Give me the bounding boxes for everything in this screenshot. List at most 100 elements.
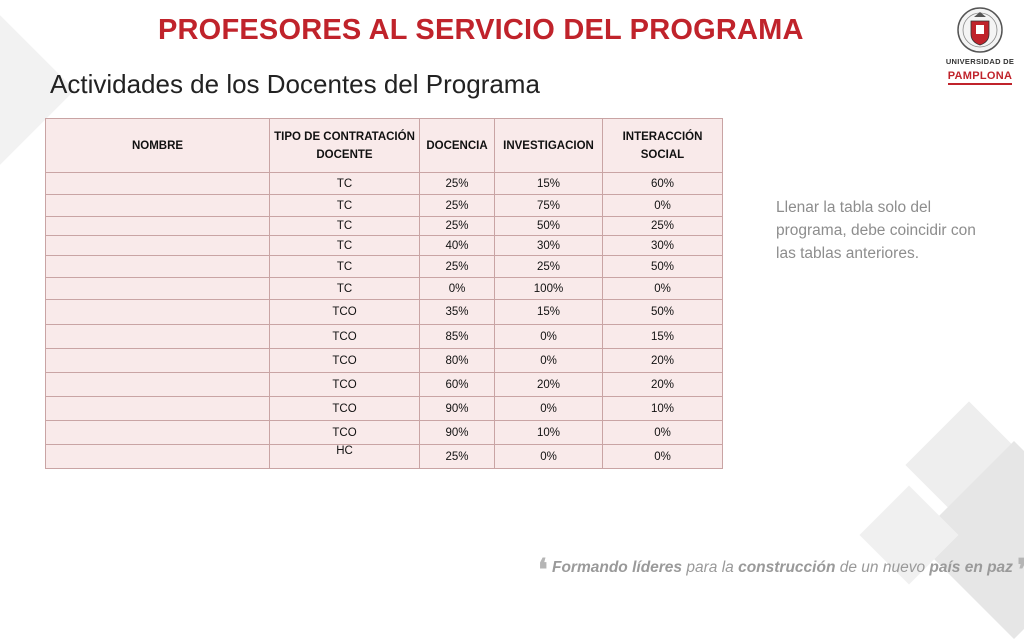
table-cell: TC bbox=[269, 277, 420, 300]
table-cell: 30% bbox=[494, 235, 603, 256]
slogan-word: construcción bbox=[738, 559, 836, 576]
table-cell: 10% bbox=[602, 396, 723, 421]
table-cell: 25% bbox=[419, 172, 495, 195]
table-cell: 0% bbox=[602, 277, 723, 300]
table-cell bbox=[45, 172, 270, 195]
slogan-word: para la bbox=[686, 559, 734, 576]
table-cell: TC bbox=[269, 194, 420, 217]
table-cell: TCO bbox=[269, 324, 420, 349]
table-cell: TCO bbox=[269, 299, 420, 325]
table-row: TCO 35% 15% 50% bbox=[45, 299, 723, 325]
table-cell: 90% bbox=[419, 420, 495, 445]
table-cell bbox=[45, 444, 270, 469]
table-row: TC 25% 25% 50% bbox=[45, 255, 723, 278]
table-row: TC 25% 75% 0% bbox=[45, 194, 723, 217]
table-row: TC 40% 30% 30% bbox=[45, 235, 723, 256]
table-cell: 50% bbox=[602, 299, 723, 325]
table-row: TCO 85% 0% 15% bbox=[45, 324, 723, 349]
open-quote-mark: ❛ bbox=[538, 554, 548, 587]
table-row: TC 25% 50% 25% bbox=[45, 216, 723, 236]
table-cell: 0% bbox=[602, 420, 723, 445]
table-cell: TC bbox=[269, 172, 420, 195]
table-cell: 0% bbox=[602, 194, 723, 217]
column-header: TIPO DE CONTRATACIÓN DOCENTE bbox=[269, 118, 420, 173]
table-row: TCO 60% 20% 20% bbox=[45, 372, 723, 397]
table-cell bbox=[45, 348, 270, 373]
instruction-note: Llenar la tabla solo del programa, debe … bbox=[776, 199, 976, 262]
table-cell: 10% bbox=[494, 420, 603, 445]
table-cell: 50% bbox=[494, 216, 603, 236]
table-cell: 0% bbox=[602, 444, 723, 469]
table-row: TCO 80% 0% 20% bbox=[45, 348, 723, 373]
column-header: INVESTIGACION bbox=[494, 118, 603, 173]
table-cell: 20% bbox=[602, 372, 723, 397]
table-cell: 0% bbox=[494, 348, 603, 373]
slogan-word: Formando bbox=[551, 559, 628, 576]
logo-text: UNIVERSIDAD DE bbox=[945, 57, 1015, 66]
column-header: DOCENCIA bbox=[419, 118, 495, 173]
table-cell: 20% bbox=[602, 348, 723, 373]
table-cell: 25% bbox=[419, 444, 495, 469]
table-row: TC 0% 100% 0% bbox=[45, 277, 723, 300]
slide-title: PROFESORES AL SERVICIO DEL PROGRAMA bbox=[158, 14, 804, 46]
table-cell bbox=[45, 420, 270, 445]
table-cell: 50% bbox=[602, 255, 723, 278]
table-cell: 75% bbox=[494, 194, 603, 217]
slide-subtitle: Actividades de los Docentes del Programa bbox=[50, 69, 540, 99]
table-cell bbox=[45, 194, 270, 217]
table-cell: 35% bbox=[419, 299, 495, 325]
table-row: TC 25% 15% 60% bbox=[45, 172, 723, 195]
table-cell: HC bbox=[269, 444, 420, 469]
table-cell: TCO bbox=[269, 396, 420, 421]
university-seal-icon bbox=[957, 7, 1003, 53]
column-header: NOMBRE bbox=[45, 118, 270, 173]
table-cell: 60% bbox=[419, 372, 495, 397]
table-cell bbox=[45, 396, 270, 421]
table-cell bbox=[45, 299, 270, 325]
table-cell: 25% bbox=[419, 255, 495, 278]
slogan-word: líderes bbox=[632, 559, 683, 576]
table-cell: 0% bbox=[419, 277, 495, 300]
table-cell: 25% bbox=[419, 216, 495, 236]
table-cell: TC bbox=[269, 216, 420, 236]
table-cell: 80% bbox=[419, 348, 495, 373]
table-cell: 0% bbox=[494, 444, 603, 469]
teachers-activity-table: NOMBRE TIPO DE CONTRATACIÓN DOCENTE DOCE… bbox=[45, 118, 723, 469]
table-cell bbox=[45, 235, 270, 256]
table-row: TCO 90% 0% 10% bbox=[45, 396, 723, 421]
table-cell: 20% bbox=[494, 372, 603, 397]
column-header: INTERACCIÓN SOCIAL bbox=[602, 118, 723, 173]
table-cell: 60% bbox=[602, 172, 723, 195]
close-quote-mark: ❜ bbox=[1017, 554, 1024, 587]
table-cell: TCO bbox=[269, 420, 420, 445]
table-cell: 25% bbox=[602, 216, 723, 236]
table-cell bbox=[45, 324, 270, 349]
table-cell: TCO bbox=[269, 348, 420, 373]
table-cell: 40% bbox=[419, 235, 495, 256]
table-cell: TC bbox=[269, 235, 420, 256]
table-cell: 100% bbox=[494, 277, 603, 300]
university-logo: UNIVERSIDAD DE PAMPLONA bbox=[938, 4, 1022, 86]
logo-text: PAMPLONA bbox=[947, 70, 1013, 85]
table-row: HC 25% 0% 0% bbox=[45, 444, 723, 469]
slogan-word: país en paz bbox=[929, 559, 1013, 576]
table-cell: 0% bbox=[494, 396, 603, 421]
table-cell: 85% bbox=[419, 324, 495, 349]
table-cell: 15% bbox=[494, 299, 603, 325]
table-cell: 90% bbox=[419, 396, 495, 421]
slogan-word: de un nuevo bbox=[839, 559, 926, 576]
table-cell: 25% bbox=[494, 255, 603, 278]
table-cell bbox=[45, 216, 270, 236]
table-cell bbox=[45, 255, 270, 278]
table-cell: 15% bbox=[494, 172, 603, 195]
footer-slogan: ❛ Formando líderes para la construcción … bbox=[538, 545, 1024, 587]
table-cell: 0% bbox=[494, 324, 603, 349]
table-cell bbox=[45, 277, 270, 300]
table-cell: 30% bbox=[602, 235, 723, 256]
table-cell: TCO bbox=[269, 372, 420, 397]
table-cell bbox=[45, 372, 270, 397]
table-cell: 25% bbox=[419, 194, 495, 217]
table-header-row: NOMBRE TIPO DE CONTRATACIÓN DOCENTE DOCE… bbox=[45, 118, 723, 173]
table-cell: TC bbox=[269, 255, 420, 278]
table-cell: 15% bbox=[602, 324, 723, 349]
